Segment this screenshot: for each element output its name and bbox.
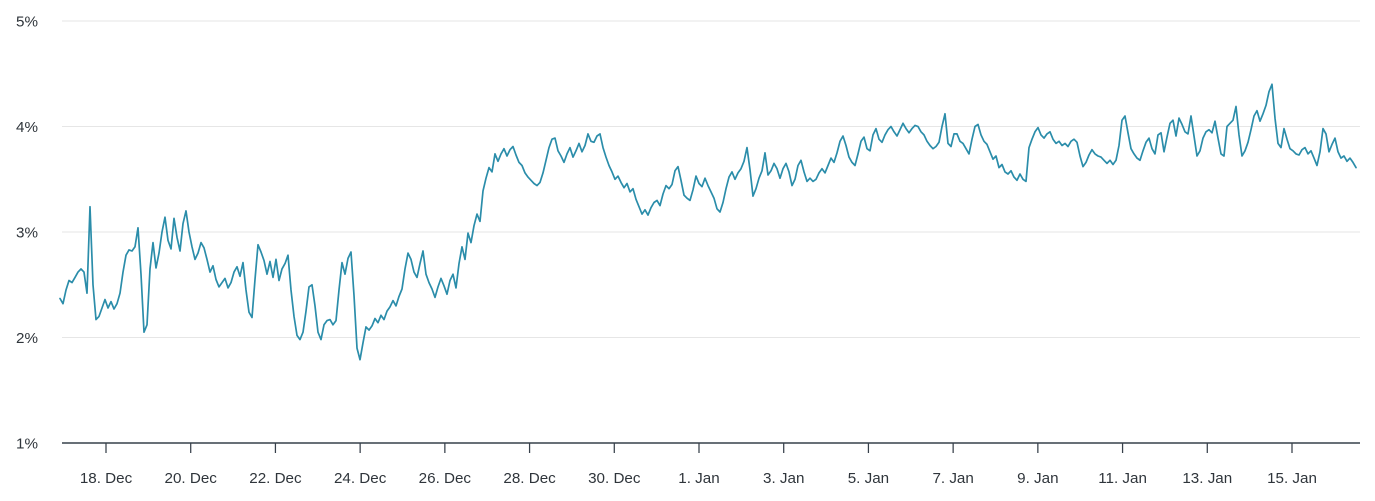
x-axis-label-26-Dec: 26. Dec [419, 470, 472, 487]
x-axis-label-5-Jan: 5. Jan [848, 470, 889, 487]
x-axis-label-22-Dec: 22. Dec [249, 470, 302, 487]
x-axis-label-30-Dec: 30. Dec [588, 470, 641, 487]
x-axis-label-20-Dec: 20. Dec [165, 470, 218, 487]
x-axis-label-11-Jan: 11. Jan [1098, 470, 1147, 487]
x-axis-label-9-Jan: 9. Jan [1017, 470, 1058, 487]
x-axis-label-28-Dec: 28. Dec [503, 470, 556, 487]
y-axis-label-2%: 2% [16, 330, 38, 347]
series-line-percentage-rate [59, 83, 1357, 361]
y-axis-label-4%: 4% [16, 119, 38, 136]
x-axis-label-24-Dec: 24. Dec [334, 470, 387, 487]
y-axis-label-5%: 5% [16, 13, 38, 30]
x-axis-label-7-Jan: 7. Jan [932, 470, 973, 487]
x-axis-label-18-Dec: 18. Dec [80, 470, 133, 487]
x-axis-label-1-Jan: 1. Jan [678, 470, 719, 487]
x-axis-label-3-Jan: 3. Jan [763, 470, 804, 487]
y-axis-label-3%: 3% [16, 224, 38, 241]
x-axis-label-13-Jan: 13. Jan [1182, 470, 1232, 487]
x-axis-label-15-Jan: 15. Jan [1267, 470, 1317, 487]
y-axis-label-1%: 1% [16, 435, 38, 452]
